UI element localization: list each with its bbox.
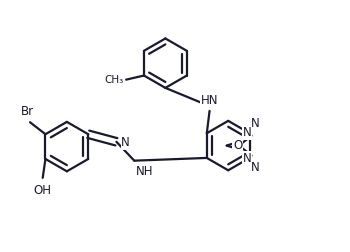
Text: HN: HN bbox=[201, 94, 218, 107]
Text: N: N bbox=[121, 136, 130, 149]
Text: N: N bbox=[243, 152, 252, 165]
Text: N: N bbox=[243, 126, 252, 139]
Text: N: N bbox=[251, 117, 260, 131]
Text: NH: NH bbox=[136, 165, 154, 178]
Text: O: O bbox=[233, 139, 242, 152]
Text: CH₃: CH₃ bbox=[105, 75, 124, 85]
Text: OH: OH bbox=[34, 184, 52, 197]
Text: N: N bbox=[251, 161, 260, 174]
Text: Br: Br bbox=[21, 105, 34, 118]
